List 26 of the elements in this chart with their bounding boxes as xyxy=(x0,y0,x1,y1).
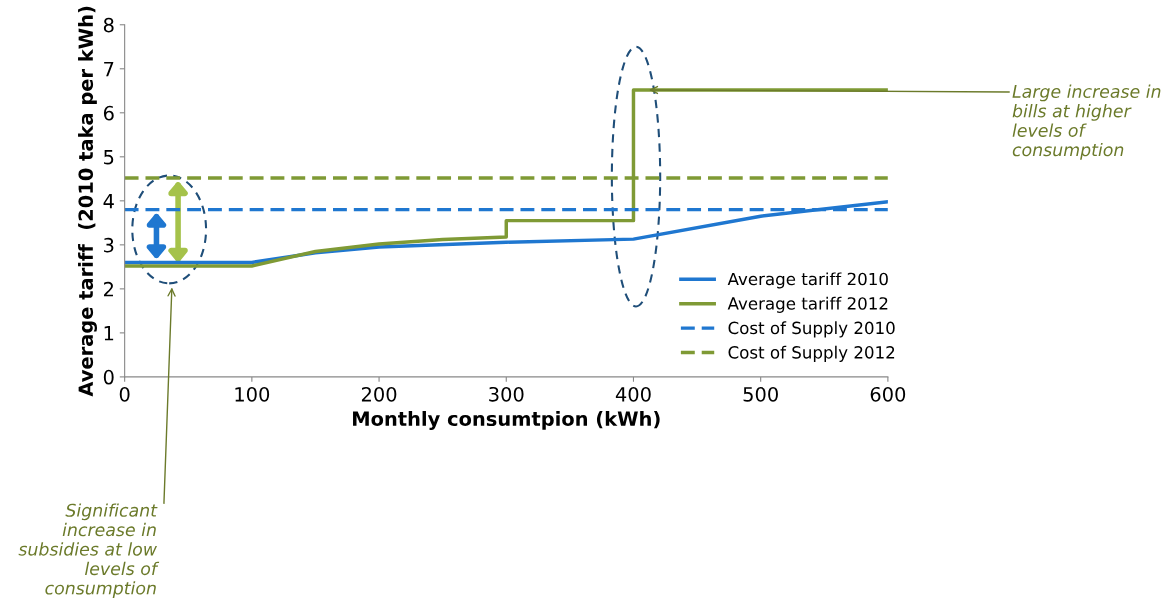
x-tick-label: 400 xyxy=(615,386,651,402)
line-series xyxy=(124,199,888,265)
annotation: Large increase in bills at higher levels of consumption xyxy=(1012,84,1161,160)
y-tick-label: 5 xyxy=(104,150,114,165)
y-axis-title: Average tariff (2010 taka per kWh) xyxy=(78,6,98,397)
x-tick-label: 600 xyxy=(870,386,906,402)
legend-label: Cost of Supply 2012 xyxy=(728,345,895,362)
x-tick-label: 300 xyxy=(489,386,524,402)
x-tick-label: 100 xyxy=(235,386,270,402)
line-series xyxy=(124,88,888,268)
y-tick-label: 1 xyxy=(104,326,114,341)
y-tick-label: 8 xyxy=(103,17,114,33)
y-tick-label: 0 xyxy=(103,369,114,385)
x-tick-label: 200 xyxy=(361,386,397,402)
y-tick-label: 2 xyxy=(103,281,113,297)
legend-label: Average tariff 2010 xyxy=(727,272,888,289)
y-tick-label: 4 xyxy=(103,194,114,209)
x-tick-label: 0 xyxy=(119,386,130,402)
y-tick-label: 7 xyxy=(104,61,114,77)
text: Significant increase in subsidies at low levels of consumption xyxy=(18,503,160,598)
x-tick-label: 500 xyxy=(743,386,778,402)
y-tick-label: 6 xyxy=(103,105,114,121)
legend-label: Average tariff 2012 xyxy=(727,296,888,313)
x-axis-title: Monthly consumtpion (kWh) xyxy=(353,410,660,430)
y-tick-label: 3 xyxy=(104,237,114,253)
legend-label: Cost of Supply 2010 xyxy=(728,321,895,338)
